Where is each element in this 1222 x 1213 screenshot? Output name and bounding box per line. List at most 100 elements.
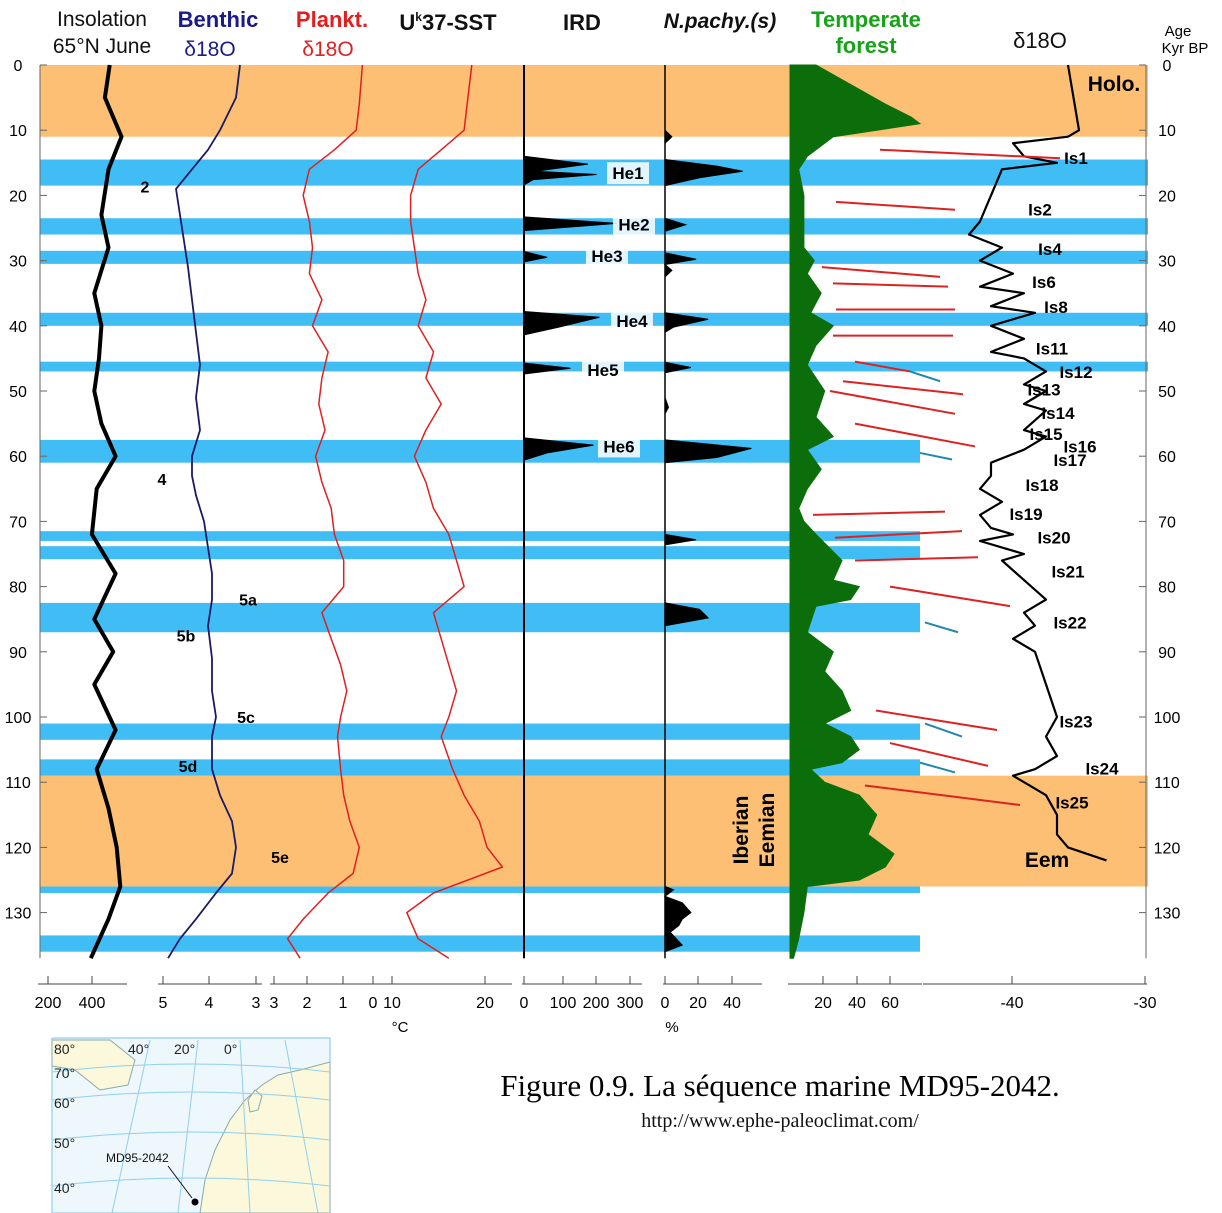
map-longitude-label: 0° — [224, 1041, 237, 1057]
interstadial-label: Is17 — [1053, 451, 1086, 470]
heinrich-label-bg — [598, 435, 640, 458]
age-tick-label-left: 120 — [5, 840, 32, 857]
benthic-title-line1: Benthic — [178, 7, 259, 32]
location-map: 80° 70° 60° 50° 40° 40° 20° 0° MD95-2042 — [51, 1037, 331, 1213]
age-tick-label-right: 70 — [1158, 514, 1176, 531]
age-tick-label-left: 40 — [9, 319, 27, 336]
interstadial-label: Is18 — [1025, 476, 1058, 495]
heinrich-label-bg — [613, 213, 655, 236]
x-tick-label: 5 — [159, 995, 168, 1012]
heinrich-label-bg — [586, 245, 628, 268]
iberian-eemian-label: Iberian Eemian — [730, 793, 779, 868]
age-tick-label-right: 90 — [1158, 645, 1176, 662]
benthic-stage-label: 2 — [141, 179, 150, 196]
map-meridian — [239, 1039, 251, 1213]
map-parallel — [51, 1091, 331, 1101]
annotation-labels: 2 4 5a 5b 5c 5d 5e He1 He2 He3 He4 He5 He6 Is1 Is2 Is4 I… — [141, 73, 1141, 872]
tie-line — [854, 556, 979, 562]
interstadial-label: Is11 — [1036, 340, 1068, 359]
age-tick-label-right: 120 — [1154, 840, 1181, 857]
tie-line — [834, 530, 963, 539]
map-longitude-label: 40° — [128, 1041, 149, 1057]
interstadial-label: Is19 — [1009, 505, 1042, 524]
tie-line — [864, 784, 1021, 807]
map-meridian — [111, 1039, 151, 1213]
tie-line — [854, 360, 911, 373]
heinrich-label-bg — [607, 162, 649, 185]
stadial-band — [40, 439, 920, 463]
age-tick-label-left: 10 — [9, 123, 27, 140]
d18o-title: δ18O — [1013, 28, 1067, 53]
age-tick-label-right: 60 — [1158, 449, 1176, 466]
proxy-x-axes: 200 400 5 4 3 3 2 1 0 10 20°C0 100 200 300 0 20 40%20 40 6… — [35, 976, 1157, 1036]
interstadial-label: Is8 — [1044, 298, 1068, 317]
age-tick-label-left: 50 — [9, 384, 27, 401]
series-2-trace — [286, 64, 364, 959]
heinrich-event-label: He3 — [591, 247, 622, 266]
tie-line — [924, 722, 963, 738]
stadial-band — [40, 531, 920, 541]
interstadial-label: Is15 — [1029, 425, 1062, 444]
age-tick-label-right: 130 — [1154, 906, 1181, 923]
map-latitude-label: 40° — [54, 1180, 75, 1196]
figure-caption: Figure 0.9. La séquence marine MD95-2042… — [500, 1068, 1060, 1103]
interstadial-label: Is14 — [1041, 404, 1075, 423]
series-headers: Insolation 65°N June Benthic δ18O Plankt. δ18… — [53, 7, 1067, 61]
stadial-band — [40, 935, 920, 952]
tie-line — [889, 742, 989, 767]
insolation-title-line2: 65°N June — [53, 35, 151, 58]
tie-line — [889, 585, 1011, 608]
age-tick-label-left: 80 — [9, 580, 27, 597]
age-tick-label-right: 30 — [1158, 254, 1176, 271]
interstadial-label: Is22 — [1053, 613, 1086, 632]
figure-source-url: http://www.ephe-paleoclimat.com/ — [641, 1110, 919, 1132]
series-0-trace — [88, 64, 124, 960]
series-6-trace — [789, 64, 922, 959]
map-longitude-label: 20° — [174, 1041, 195, 1057]
age-tick-label-left: 110 — [5, 775, 31, 792]
x-tick-label: 0 — [661, 995, 670, 1012]
sst-title: Uk37-SST — [399, 10, 497, 35]
map-parallel — [51, 1063, 331, 1073]
age-tick-label-right: 80 — [1158, 580, 1176, 597]
proxy-traces — [88, 64, 1107, 960]
plankt-title-line1: Plankt. — [296, 7, 368, 32]
x-tick-label: 400 — [79, 995, 106, 1012]
interstadial-label: Is13 — [1027, 381, 1060, 400]
age-tick-label-left: 100 — [5, 710, 32, 727]
tie-line — [812, 510, 946, 516]
interstadial-label: Is12 — [1059, 363, 1092, 382]
climate-bands — [40, 65, 1148, 952]
series-3-trace — [406, 64, 504, 959]
map-parallel — [51, 1177, 331, 1187]
series-1-trace — [167, 64, 241, 959]
age-tick-label-right: 110 — [1154, 775, 1180, 792]
map-latitude-label: 70° — [54, 1065, 75, 1081]
tie-line — [875, 709, 998, 732]
age-axis-title-line1: Age — [1165, 23, 1192, 40]
map-meridian — [284, 1039, 319, 1213]
benthic-stage-label: 5c — [237, 710, 255, 727]
x-tick-label: -30 — [1133, 995, 1156, 1012]
age-tick-label-right: 20 — [1158, 188, 1176, 205]
age-tick-label-right: 100 — [1154, 710, 1181, 727]
stadial-band — [40, 723, 920, 740]
x-tick-label: 200 — [35, 995, 62, 1012]
benthic-title-line2: δ18O — [184, 38, 235, 61]
tie-line — [821, 266, 941, 278]
x-tick-label: 3 — [270, 995, 279, 1012]
forest-title-line1: Temperate — [811, 7, 921, 32]
benthic-stage-label: 5a — [239, 593, 257, 610]
heinrich-label-bg — [582, 359, 624, 382]
map-land-greenland — [51, 1039, 136, 1091]
stadial-band — [40, 312, 1148, 326]
x-tick-label: 3 — [252, 995, 261, 1012]
interstadial-label: Is4 — [1038, 240, 1062, 259]
age-tick-label-right: 10 — [1158, 123, 1176, 140]
interstadial-label: Is24 — [1085, 760, 1119, 779]
interglacial-label: Holo. — [1088, 73, 1141, 96]
map-site-label: MD95-2042 — [106, 1151, 169, 1165]
benthic-stage-label: 5b — [177, 629, 196, 646]
interstadial-label: Is20 — [1037, 529, 1070, 548]
heinrich-event-label: He6 — [603, 437, 634, 456]
